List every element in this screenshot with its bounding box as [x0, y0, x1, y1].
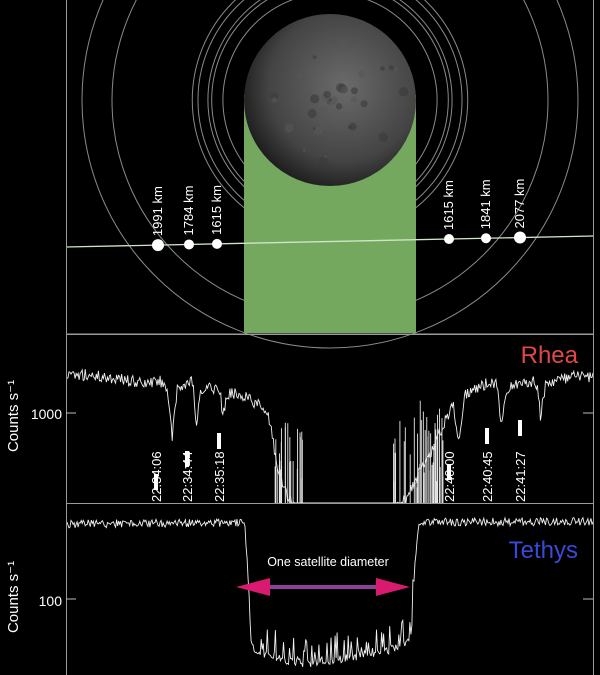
trajectory-marker: [212, 238, 222, 249]
moon-crater: [393, 66, 399, 72]
moon-crater: [319, 106, 328, 115]
moon-crater: [360, 100, 368, 108]
trajectory-marker: [184, 239, 194, 250]
moon-crater: [350, 87, 358, 95]
marker-label: 1991 km: [150, 186, 165, 236]
trajectory-marker: [481, 233, 491, 244]
event-label: 22:40:45: [480, 451, 495, 502]
moon-crater: [271, 97, 278, 103]
event-label: 22:35:18: [212, 451, 227, 502]
moon-crater: [284, 123, 294, 133]
diameter-arrow-head-left: [236, 578, 270, 596]
tethys-ytick-label: 100: [39, 593, 63, 609]
rhea-panel: Rhea 1000 Counts s⁻¹ 22:34:06 22:34:44 22:…: [5, 342, 594, 504]
marker-label: 2077 km: [512, 179, 527, 229]
trajectory-markers: 1991 km 1784 km 1615 km 1615 km 1841 km 2077 …: [150, 179, 527, 252]
moon-crater: [302, 148, 306, 152]
moon-crater: [326, 97, 336, 107]
diameter-arrow-head-right: [376, 578, 410, 596]
rhea-ytick-label: 1000: [31, 406, 62, 422]
trajectory-marker: [514, 231, 526, 244]
event-label: 22:41:27: [513, 451, 528, 502]
moon-crater: [380, 66, 385, 71]
moon-crater: [340, 85, 349, 94]
panel-frames: [66, 0, 594, 675]
moon-crater: [323, 90, 331, 99]
geometry-panel: 1991 km 1784 km 1615 km 1615 km 1841 km 2077 …: [65, 0, 595, 349]
moon-crater: [318, 159, 322, 162]
moon-crater: [314, 126, 323, 136]
tethys-series-label: Tethys: [509, 537, 578, 564]
range-ring: [81, 0, 579, 349]
trajectory-marker: [444, 234, 454, 245]
event-label: 22:34:06: [149, 451, 164, 502]
moon-crater: [388, 65, 394, 71]
moon-crater: [340, 42, 346, 48]
moon-crater: [307, 108, 317, 119]
marker-label: 1615 km: [441, 180, 456, 230]
rhea-y-axis-label: Counts s⁻¹: [5, 380, 22, 452]
moon-crater: [312, 127, 316, 130]
moon-crater: [369, 113, 374, 118]
moon-crater: [321, 125, 327, 130]
marker-label: 1784 km: [181, 186, 196, 236]
diameter-annotation: One satellite diameter: [267, 555, 389, 569]
tethys-y-axis-label: Counts s⁻¹: [5, 561, 22, 633]
moon-crater: [378, 132, 389, 142]
moon-crater: [398, 87, 409, 97]
moon-crater: [350, 96, 358, 103]
event-label: 22:40:00: [442, 451, 457, 502]
diameter-arrow: [236, 578, 410, 596]
tethys-panel: Tethys 100 Counts s⁻¹ One satellite diam…: [5, 516, 594, 668]
series-line: [66, 516, 594, 668]
moon-crater: [296, 73, 302, 79]
moon-crater: [309, 94, 320, 104]
moon-crater: [335, 103, 343, 110]
marker-label: 1841 km: [478, 179, 493, 229]
moon-crater: [318, 117, 327, 127]
moon-crater: [348, 122, 357, 131]
rhea-series-label: Rhea: [521, 342, 579, 369]
tethys-trace: [66, 516, 594, 668]
trajectory-marker: [152, 239, 164, 252]
moon-crater: [312, 55, 317, 60]
marker-label: 1615 km: [209, 185, 224, 235]
tethys-frame: [66, 503, 594, 675]
moon-layer: [244, 14, 416, 186]
rhea-event-markers: 22:34:06 22:34:44 22:35:18 22:40:00 22:40:45…: [149, 420, 528, 502]
axis-ticks: [66, 412, 593, 600]
moon-crater: [318, 156, 329, 167]
event-label: 22:34:44: [180, 451, 195, 502]
moon-crater: [324, 155, 328, 158]
moon-crater: [358, 70, 365, 78]
moon-crater: [328, 98, 332, 102]
